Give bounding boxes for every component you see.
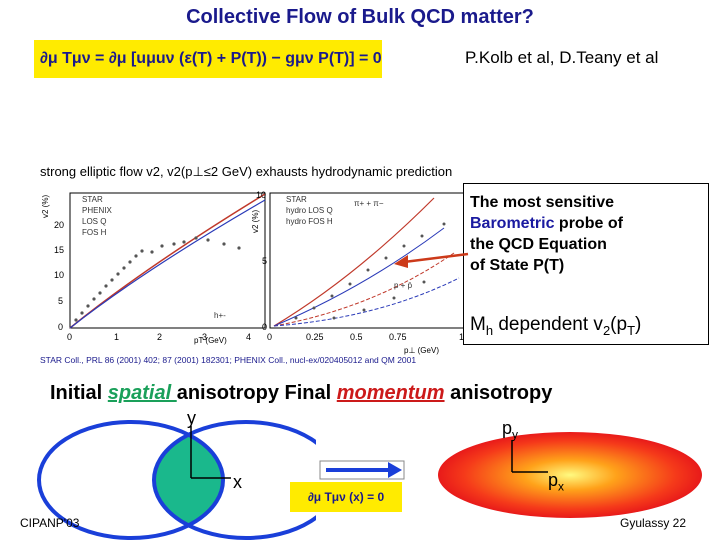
svg-text:5: 5 (262, 256, 267, 266)
svg-text:FOS H: FOS H (82, 228, 107, 237)
right-los-q-curve-pi (273, 197, 435, 327)
svg-text:STAR: STAR (82, 195, 103, 204)
evolution-arrow (319, 460, 405, 480)
svg-text:PHENIX: PHENIX (82, 206, 112, 215)
svg-text:10: 10 (54, 270, 64, 280)
svg-text:0: 0 (58, 322, 63, 332)
left-ylabel: v2 (%) (41, 195, 50, 218)
right-data-points (294, 222, 446, 320)
svg-text:0: 0 (262, 322, 267, 332)
left-xlabel: pT (GeV) (194, 336, 227, 345)
right-xlabel: p⊥ (GeV) (404, 346, 439, 355)
svg-text:4: 4 (246, 332, 251, 342)
momentum-ellipse (438, 432, 702, 518)
svg-text:LOS Q: LOS Q (82, 217, 106, 226)
svg-text:0: 0 (267, 332, 272, 342)
svg-text:π+ + π−: π+ + π− (354, 199, 384, 208)
momentum-word: momentum (336, 382, 445, 404)
svg-text:hydro FOS H: hydro FOS H (286, 217, 333, 226)
y-axis-label: y (187, 410, 196, 428)
svg-text:h+-: h+- (214, 311, 226, 320)
left-plot-frame (69, 192, 266, 329)
barometric-word: Barometric (470, 215, 555, 232)
svg-text:0.75: 0.75 (389, 332, 407, 342)
authors-text: P.Kolb et al, D.Teany et al (465, 48, 659, 67)
probe-text: The most sensitive Barometric probe of t… (470, 192, 623, 276)
right-axis-ticks: 0 0.25 0.5 0.75 1 0 5 10 (256, 190, 464, 342)
svg-text:hydro LOS Q: hydro LOS Q (286, 206, 333, 215)
probe-line-2: Barometric probe of (470, 215, 623, 232)
overlap-region (154, 422, 223, 538)
probe-box (463, 183, 709, 345)
right-los-q-curve-p (273, 252, 455, 327)
nucleus-left-ellipse (37, 420, 225, 540)
figure-panel: STAR PHENIX LOS Q FOS H h+- 0 1 2 3 4 0 … (34, 158, 470, 373)
svg-text:0: 0 (67, 332, 72, 342)
svg-text:p + p̄: p + p̄ (394, 281, 413, 290)
left-data-points (74, 236, 241, 322)
svg-text:20: 20 (54, 220, 64, 230)
probe-line-3: the QCD Equation (470, 236, 607, 253)
probe-line-1: The most sensitive (470, 194, 615, 211)
svg-text:0.5: 0.5 (350, 332, 363, 342)
spatial-word: spatial (107, 382, 177, 404)
right-legend: STAR hydro LOS Q hydro FOS H π+ + π− p +… (286, 195, 413, 290)
nucleus-right-ellipse (152, 420, 316, 540)
x-axis-label: x (233, 472, 242, 492)
svg-text:15: 15 (54, 245, 64, 255)
left-fos-h-curve (69, 199, 266, 329)
figure-caption: strong elliptic flow v2, v2(p⊥≤2 GeV) ex… (40, 164, 453, 179)
momentum-ellipse-diagram (438, 432, 702, 518)
svg-text:10: 10 (256, 190, 266, 200)
svg-text:5: 5 (58, 296, 63, 306)
svg-text:0.25: 0.25 (306, 332, 324, 342)
left-axis-ticks: 0 1 2 3 4 0 5 10 15 20 (54, 220, 251, 342)
svg-text:2: 2 (157, 332, 162, 342)
right-ylabel: v2 (%) (251, 210, 260, 233)
conference-label: CIPANP'03 (20, 516, 80, 530)
py-label: py (502, 418, 519, 442)
slide-footer-author: Gyulassy 22 (620, 516, 687, 530)
probe-line-4: of State P(T) (470, 257, 565, 274)
right-fos-h-curve-p (273, 277, 460, 327)
equation-bottom: ∂μ Tμν (x) = 0 (290, 482, 402, 512)
px-label: px (548, 470, 565, 494)
figure-credit: STAR Coll., PRL 86 (2001) 402; 87 (2001)… (40, 355, 417, 365)
spatial-overlap-diagram: y x (37, 410, 316, 540)
left-legend: STAR PHENIX LOS Q FOS H h+- (82, 195, 226, 320)
mass-dependent-text: Mh dependent v2(pT) (470, 314, 642, 338)
slide-title: Collective Flow of Bulk QCD matter? (186, 6, 534, 28)
pointer-arrow (394, 252, 469, 268)
right-fos-h-curve-pi (273, 227, 445, 327)
svg-text:1: 1 (114, 332, 119, 342)
svg-text:3: 3 (202, 332, 207, 342)
anisotropy-heading: Initial spatial anisotropy Final momentu… (50, 382, 553, 404)
equation-top: ∂μ Tμν = ∂μ [uμuν (ε(T) + P(T)) − gμν P(… (34, 40, 382, 78)
svg-text:1: 1 (459, 332, 464, 342)
flow-plots: STAR PHENIX LOS Q FOS H h+- 0 1 2 3 4 0 … (41, 190, 466, 355)
svg-text:STAR: STAR (286, 195, 307, 204)
